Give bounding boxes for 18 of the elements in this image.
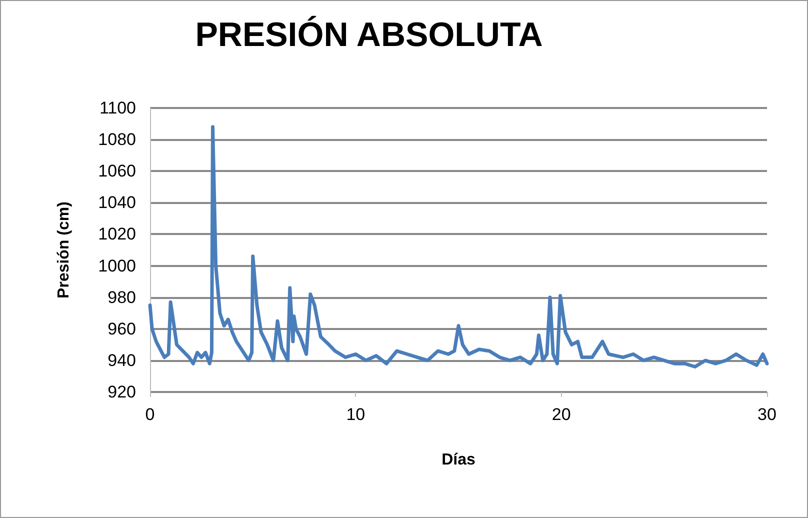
y-tick-label: 920	[108, 382, 136, 402]
x-axis-title: Días	[442, 452, 476, 468]
chart-title: PRESIÓN ABSOLUTA	[195, 15, 543, 54]
y-tick-label: 1100	[99, 98, 136, 118]
y-tick-label: 940	[108, 350, 136, 370]
x-tick-label: 0	[145, 405, 155, 424]
y-tick-label: 980	[108, 288, 136, 307]
x-tick-label: 20	[552, 405, 571, 424]
y-axis-title: Presión (cm)	[56, 202, 72, 298]
y-tick-label: 1020	[98, 224, 136, 244]
y-tick-label: 1040	[98, 193, 136, 212]
x-tick-label: 10	[346, 405, 366, 424]
y-tick-label: 960	[108, 319, 136, 338]
y-tick-label: 1000	[98, 256, 136, 276]
y-tick-label: 1080	[98, 130, 136, 150]
line-series	[148, 125, 769, 369]
y-tick-label: 1060	[98, 162, 136, 181]
x-tick-label: 30	[758, 405, 776, 424]
